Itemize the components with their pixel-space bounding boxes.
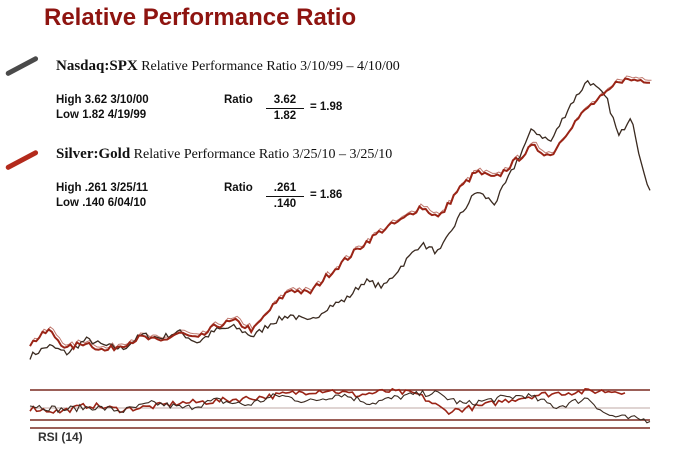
nasdaq-high: High 3.62 3/10/00 <box>56 94 149 106</box>
silver-heading-text: Relative Performance Ratio 3/25/10 – 3/2… <box>133 147 393 162</box>
silver-ratio-label: Ratio <box>224 182 253 194</box>
silver-low: Low .140 6/04/10 <box>56 197 147 209</box>
nasdaq-spx-rsi-line <box>29 389 651 424</box>
silver-numerator: .261 <box>266 181 304 197</box>
silver-ratio-result: = 1.86 <box>310 189 343 201</box>
silver-denominator: .140 <box>273 198 297 210</box>
page-title: Relative Performance Ratio <box>44 4 357 31</box>
nasdaq-numerator: 3.62 <box>266 93 304 109</box>
silver-heading: Silver:Gold Relative Performance Ratio 3… <box>56 146 392 163</box>
silver-gold-rsi-line <box>29 387 626 416</box>
silver-fraction: .261 .140 <box>266 181 304 212</box>
silver-gold-line <box>29 77 651 352</box>
nasdaq-spx-line <box>29 79 651 360</box>
nasdaq-heading-text: Relative Performance Ratio 3/10/99 – 4/1… <box>141 59 400 74</box>
rsi-label: RSI (14) <box>38 430 83 444</box>
nasdaq-ratio-label: Ratio <box>224 94 253 106</box>
nasdaq-denominator: 1.82 <box>273 110 297 122</box>
silver-high: High .261 3/25/11 <box>56 182 149 194</box>
nasdaq-fraction: 3.62 1.82 <box>266 93 304 124</box>
silver-series-name: Silver:Gold <box>56 146 131 162</box>
nasdaq-low: Low 1.82 4/19/99 <box>56 109 147 121</box>
silver-gold-shadow-line <box>31 75 652 349</box>
rsi-plot <box>29 387 651 429</box>
nasdaq-series-name: Nasdaq:SPX <box>56 58 138 74</box>
nasdaq-ratio-result: = 1.98 <box>310 101 343 113</box>
nasdaq-heading: Nasdaq:SPX Relative Performance Ratio 3/… <box>56 58 400 75</box>
main-plot <box>29 75 652 360</box>
